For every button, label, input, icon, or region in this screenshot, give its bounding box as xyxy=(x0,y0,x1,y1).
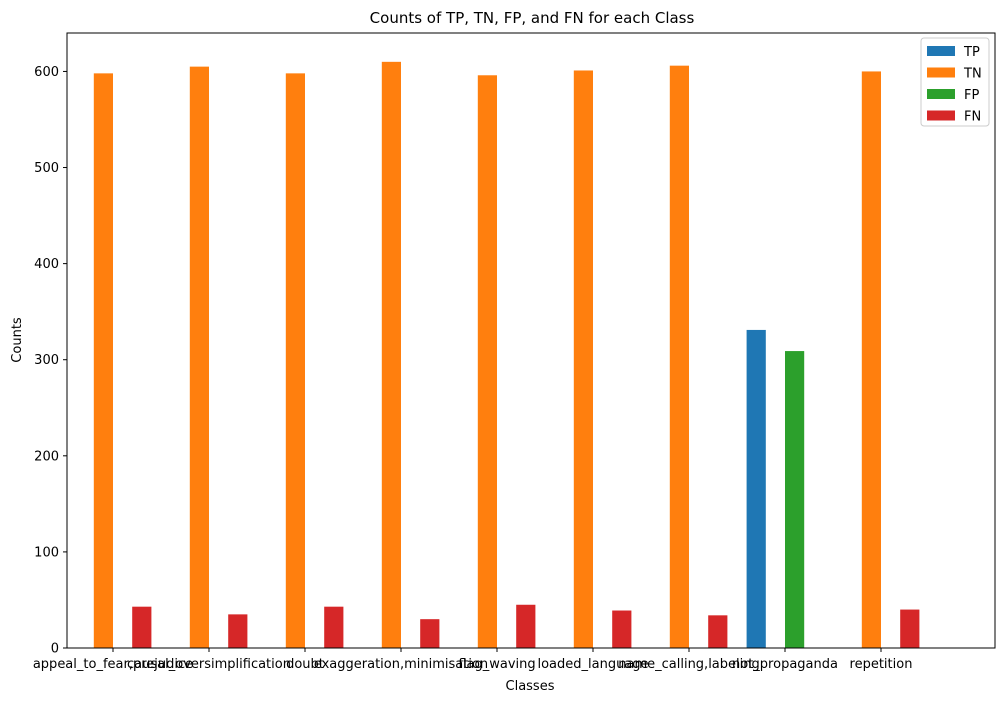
x-tick-label: name_calling,labeling xyxy=(618,657,759,672)
bar-fn-6 xyxy=(708,615,728,648)
y-tick-label: 400 xyxy=(34,257,59,272)
legend-label-tp: TP xyxy=(963,45,980,60)
legend-swatch-fp xyxy=(927,89,955,99)
y-tick-label: 0 xyxy=(51,642,59,657)
y-tick-label: 500 xyxy=(34,161,59,176)
plot-area: 0 100 200 300 400 500 600 appeal_to_fear,prejud… xyxy=(33,32,996,672)
bar-fn-5 xyxy=(612,610,632,648)
legend-swatch-tn xyxy=(927,67,955,78)
x-axis-title: Classes xyxy=(506,679,555,694)
x-tick-label: doubt xyxy=(286,657,324,672)
x-tick-label: causal_oversimplification xyxy=(127,657,291,672)
bar-fn-0 xyxy=(132,606,152,648)
bar-tn-2 xyxy=(285,73,305,649)
x-tick-label: not_propaganda xyxy=(732,657,838,672)
bar-tn-4 xyxy=(477,75,497,648)
bar-tp-7 xyxy=(746,329,766,648)
legend: TP TN FP FN xyxy=(920,37,990,127)
legend-swatch-tp xyxy=(927,46,955,56)
bar-fn-1 xyxy=(228,614,248,648)
legend-label-fp: FP xyxy=(964,88,979,103)
x-tick-label: loaded_language xyxy=(537,657,648,672)
legend-label-fn: FN xyxy=(964,110,981,125)
axes-frame xyxy=(66,32,996,649)
legend-box xyxy=(920,37,990,127)
bar-tn-1 xyxy=(189,66,209,648)
bar-tn-6 xyxy=(669,65,689,649)
y-axis-title: Counts xyxy=(10,317,25,363)
y-tick-label: 200 xyxy=(34,449,59,464)
x-tick-label: flag_waving xyxy=(458,657,535,672)
bar-fn-3 xyxy=(420,619,440,648)
x-tick-label: appeal_to_fear,prejudice xyxy=(33,657,193,672)
chart-title: Counts of TP, TN, FP, and FN for each Cl… xyxy=(370,9,695,27)
legend-label-tn: TN xyxy=(963,67,982,82)
bar-fn-8 xyxy=(900,609,920,648)
x-tick-label: exaggeration,minimisation xyxy=(314,657,488,672)
bar-tn-5 xyxy=(573,70,593,649)
bar-tn-0 xyxy=(93,73,113,649)
bar-fp-7 xyxy=(785,351,805,648)
x-tick-label: repetition xyxy=(850,657,913,672)
bar-fn-4 xyxy=(516,604,536,648)
legend-swatch-fn xyxy=(927,110,955,121)
y-tick-label: 600 xyxy=(34,65,59,80)
y-tick-label: 300 xyxy=(34,353,59,368)
y-tick-label: 100 xyxy=(34,545,59,560)
bar-tn-8 xyxy=(861,71,881,648)
bar-tn-3 xyxy=(381,61,401,648)
bar-fn-2 xyxy=(324,606,344,648)
